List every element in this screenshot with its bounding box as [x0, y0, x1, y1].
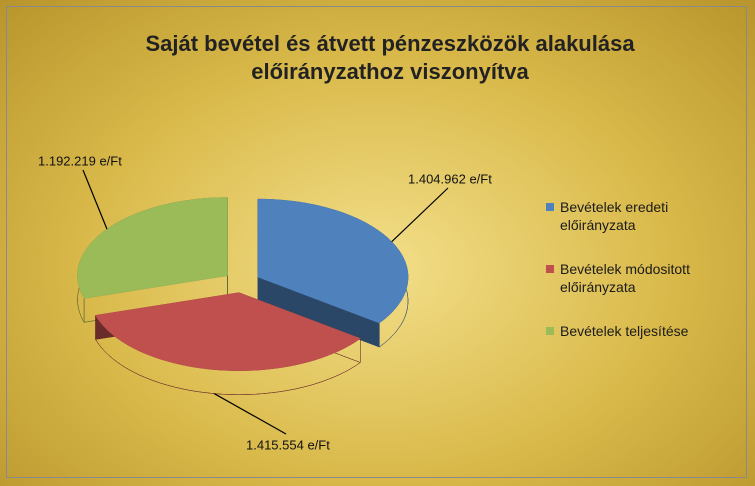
- legend-swatch: [546, 203, 554, 211]
- slice-top: [257, 198, 409, 324]
- leader-line: [391, 187, 449, 243]
- legend-swatch: [546, 327, 554, 335]
- legend-label: Bevételek eredeti előirányzata: [560, 199, 669, 233]
- legend-label: Bevételek teljesítése: [560, 323, 689, 339]
- legend-item: Bevételek módositott előirányzata: [546, 260, 726, 296]
- slice-top: [77, 197, 228, 299]
- leader-line: [82, 169, 108, 230]
- data-label: 1.192.219 e/Ft: [38, 153, 122, 168]
- pie-slice: [77, 197, 228, 323]
- pie-slice: [95, 292, 361, 395]
- data-label: 1.404.962 e/Ft: [408, 171, 492, 186]
- legend-item: Bevételek teljesítése: [546, 322, 726, 340]
- legend-swatch: [546, 265, 554, 273]
- pie-slice: [257, 198, 409, 348]
- legend-label: Bevételek módositott előirányzata: [560, 261, 690, 295]
- data-label: 1.415.554 e/Ft: [246, 437, 330, 452]
- chart-title: Saját bevétel és átvett pénzeszközök ala…: [145, 31, 635, 84]
- leader-line: [213, 393, 287, 435]
- slice-top: [95, 292, 361, 371]
- chart-frame: [6, 6, 747, 478]
- legend: Bevételek eredeti előirányzata Bevételek …: [546, 198, 726, 366]
- legend-item: Bevételek eredeti előirányzata: [546, 198, 726, 234]
